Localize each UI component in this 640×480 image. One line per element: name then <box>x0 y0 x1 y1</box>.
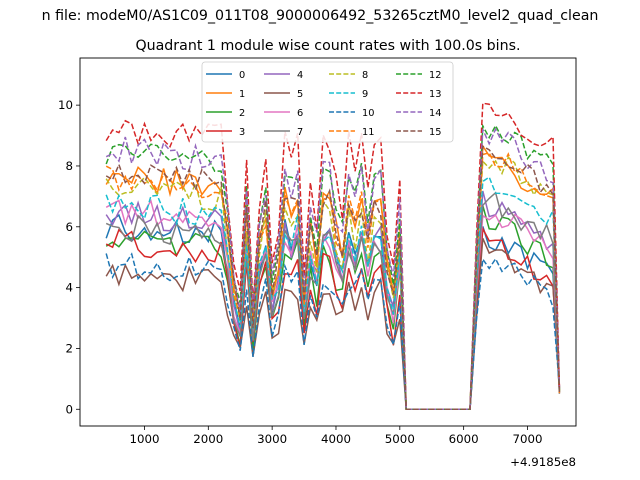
x-tick-label: 2000 <box>193 432 223 446</box>
axes-title: Quadrant 1 module wise count rates with … <box>135 38 520 54</box>
legend-label-14: 14 <box>429 108 441 119</box>
legend-label-7: 7 <box>297 127 303 138</box>
x-tick-label: 7000 <box>512 432 542 446</box>
legend-label-15: 15 <box>429 127 441 138</box>
y-tick-label: 8 <box>65 159 73 173</box>
series-layer <box>105 102 561 411</box>
plot-frame <box>79 57 577 427</box>
series-line-4 <box>105 190 561 411</box>
series-line-12 <box>105 123 561 411</box>
legend-label-13: 13 <box>429 89 441 100</box>
y-tick-label: 10 <box>58 98 73 112</box>
series-line-10 <box>105 252 561 411</box>
ticks-layer: 1000 2000 3000 4000 5000 6000 7000 0 2 4 6 8 10 <box>58 98 543 446</box>
legend-label-4: 4 <box>297 70 303 81</box>
legend-label-2: 2 <box>239 108 245 119</box>
y-tick-label: 0 <box>65 402 73 416</box>
series-line-3 <box>105 226 561 411</box>
legend-label-3: 3 <box>239 127 245 138</box>
y-tick-label: 6 <box>65 220 73 234</box>
series-line-5 <box>105 238 561 411</box>
series-line-2 <box>105 205 561 411</box>
legend-label-1: 1 <box>239 89 245 100</box>
legend-label-11: 11 <box>362 127 374 138</box>
series-line-15 <box>105 145 561 411</box>
y-tick-label: 4 <box>65 281 73 295</box>
legend-label-5: 5 <box>297 89 303 100</box>
legend-label-12: 12 <box>429 70 441 81</box>
series-line-13 <box>105 102 561 411</box>
legend-label-6: 6 <box>297 108 303 119</box>
legend-label-8: 8 <box>362 70 368 81</box>
series-line-6 <box>105 198 561 411</box>
series-line-8 <box>105 156 561 411</box>
x-offset-label: +4.9185e8 <box>510 455 576 469</box>
x-tick-label: 5000 <box>385 432 415 446</box>
legend-box <box>201 61 454 143</box>
legend-label-0: 0 <box>239 70 245 81</box>
legend-label-9: 9 <box>362 89 368 100</box>
series-line-9 <box>105 176 561 411</box>
figure-suptitle: n file: modeM0/AS1C09_011T08_9000006492_… <box>42 8 599 24</box>
x-tick-label: 4000 <box>321 432 351 446</box>
x-tick-label: 1000 <box>129 432 159 446</box>
legend-label-10: 10 <box>362 108 374 119</box>
y-tick-label: 2 <box>65 341 73 355</box>
x-tick-label: 3000 <box>257 432 287 446</box>
series-line-14 <box>105 127 561 411</box>
x-tick-label: 6000 <box>449 432 479 446</box>
series-line-11 <box>105 151 561 411</box>
